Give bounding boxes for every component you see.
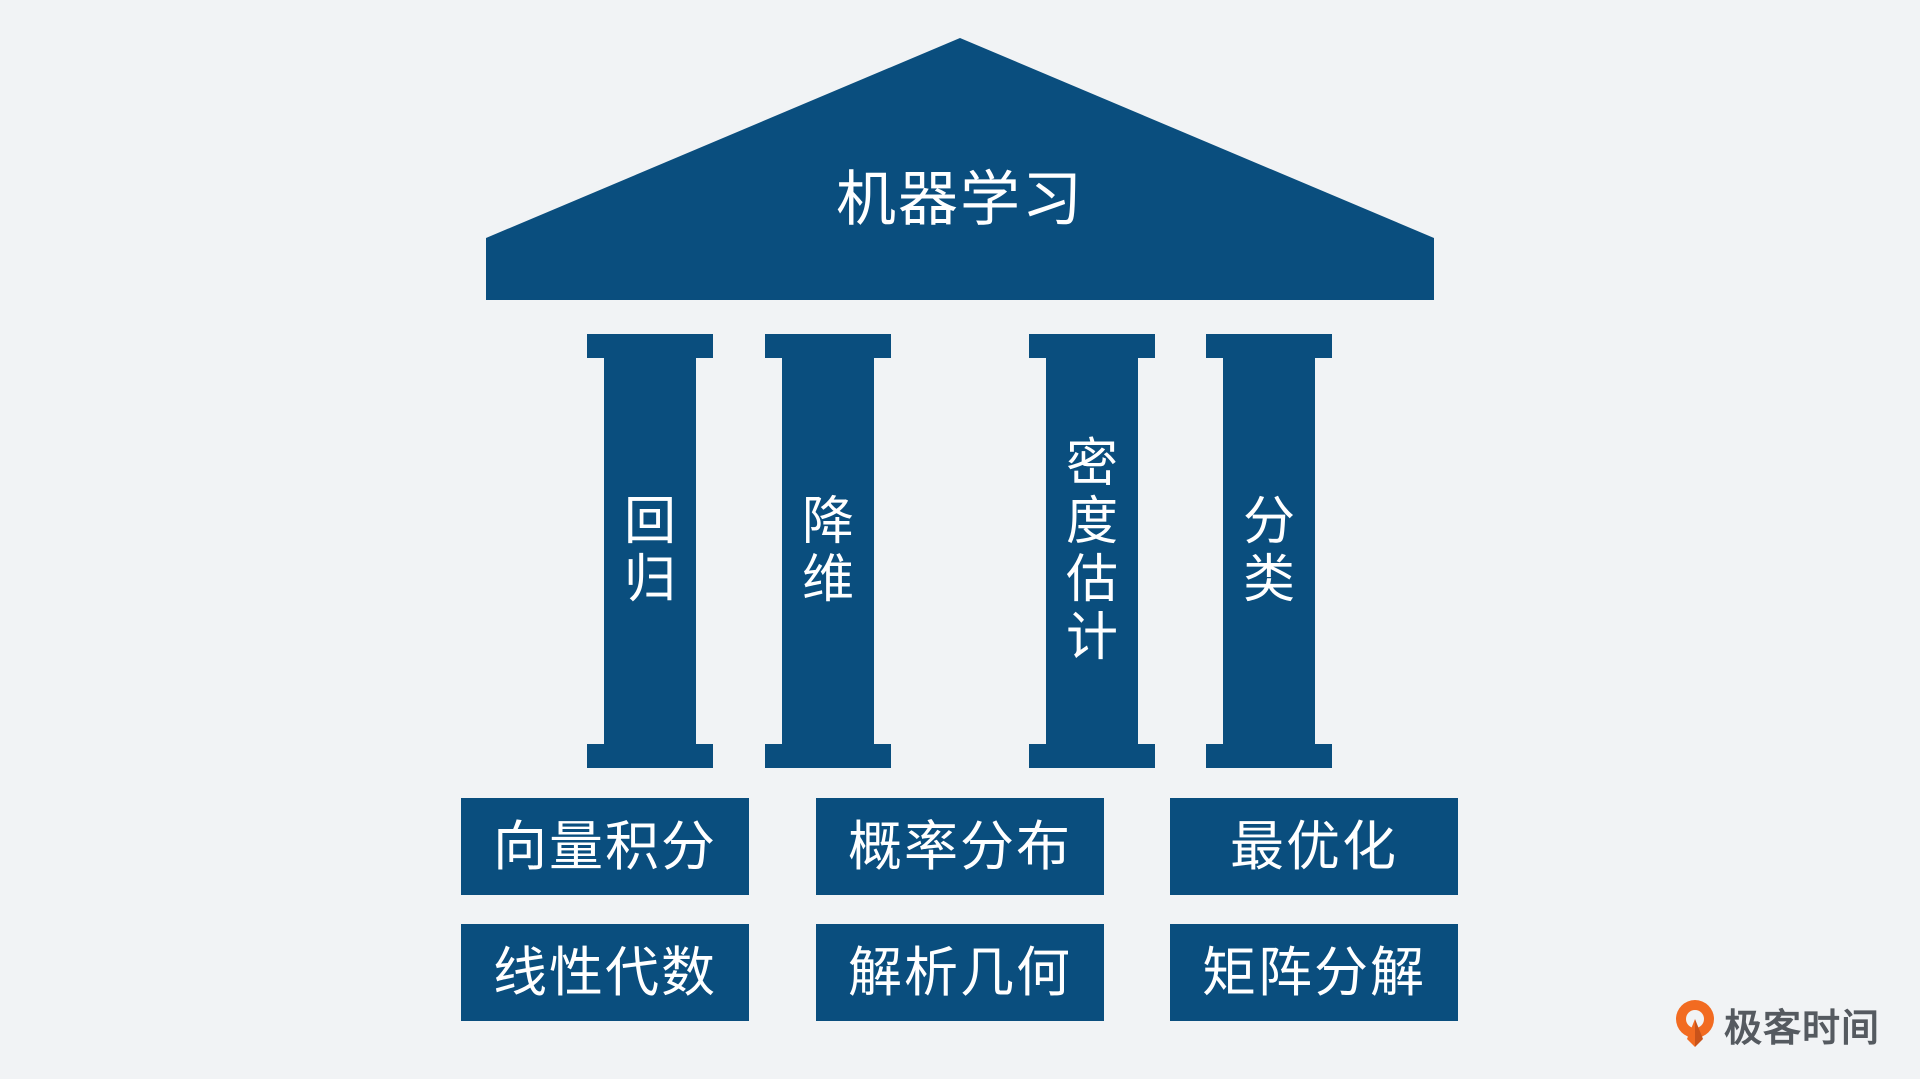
brand-name: 极客时间 [1724, 1005, 1881, 1050]
geektime-logo-icon [1676, 1000, 1714, 1047]
pillar-text: 密度估计 [1065, 434, 1118, 668]
pillar-shape-4 [1206, 334, 1332, 768]
foundation-box-vector-calculus: 向量积分 [461, 798, 749, 895]
pillar-label-regression: 回归 [587, 401, 713, 701]
pillar-text: 分类 [1242, 492, 1295, 610]
pillar-label-density-estimation: 密度估计 [1029, 401, 1155, 701]
pillar-text: 降维 [801, 492, 854, 610]
roof-shape [486, 38, 1434, 300]
pillar-shape-3 [1029, 334, 1155, 768]
pillar-label-dimensionality-reduction: 降维 [765, 401, 891, 701]
foundation-box-optimization: 最优化 [1170, 798, 1458, 895]
foundation-box-linear-algebra: 线性代数 [461, 924, 749, 1021]
pillar-text: 回归 [623, 492, 676, 610]
foundation-box-analytic-geometry: 解析几何 [816, 924, 1104, 1021]
foundation-box-probability-distribution: 概率分布 [816, 798, 1104, 895]
brand-watermark: 极客时间 [1672, 996, 1880, 1052]
pillar-shape-2 [765, 334, 891, 768]
pillar-shape-1 [587, 334, 713, 768]
roof-title: 机器学习 [836, 165, 1084, 235]
pillar-label-classification: 分类 [1206, 401, 1332, 701]
foundation-box-matrix-decomposition: 矩阵分解 [1170, 924, 1458, 1021]
